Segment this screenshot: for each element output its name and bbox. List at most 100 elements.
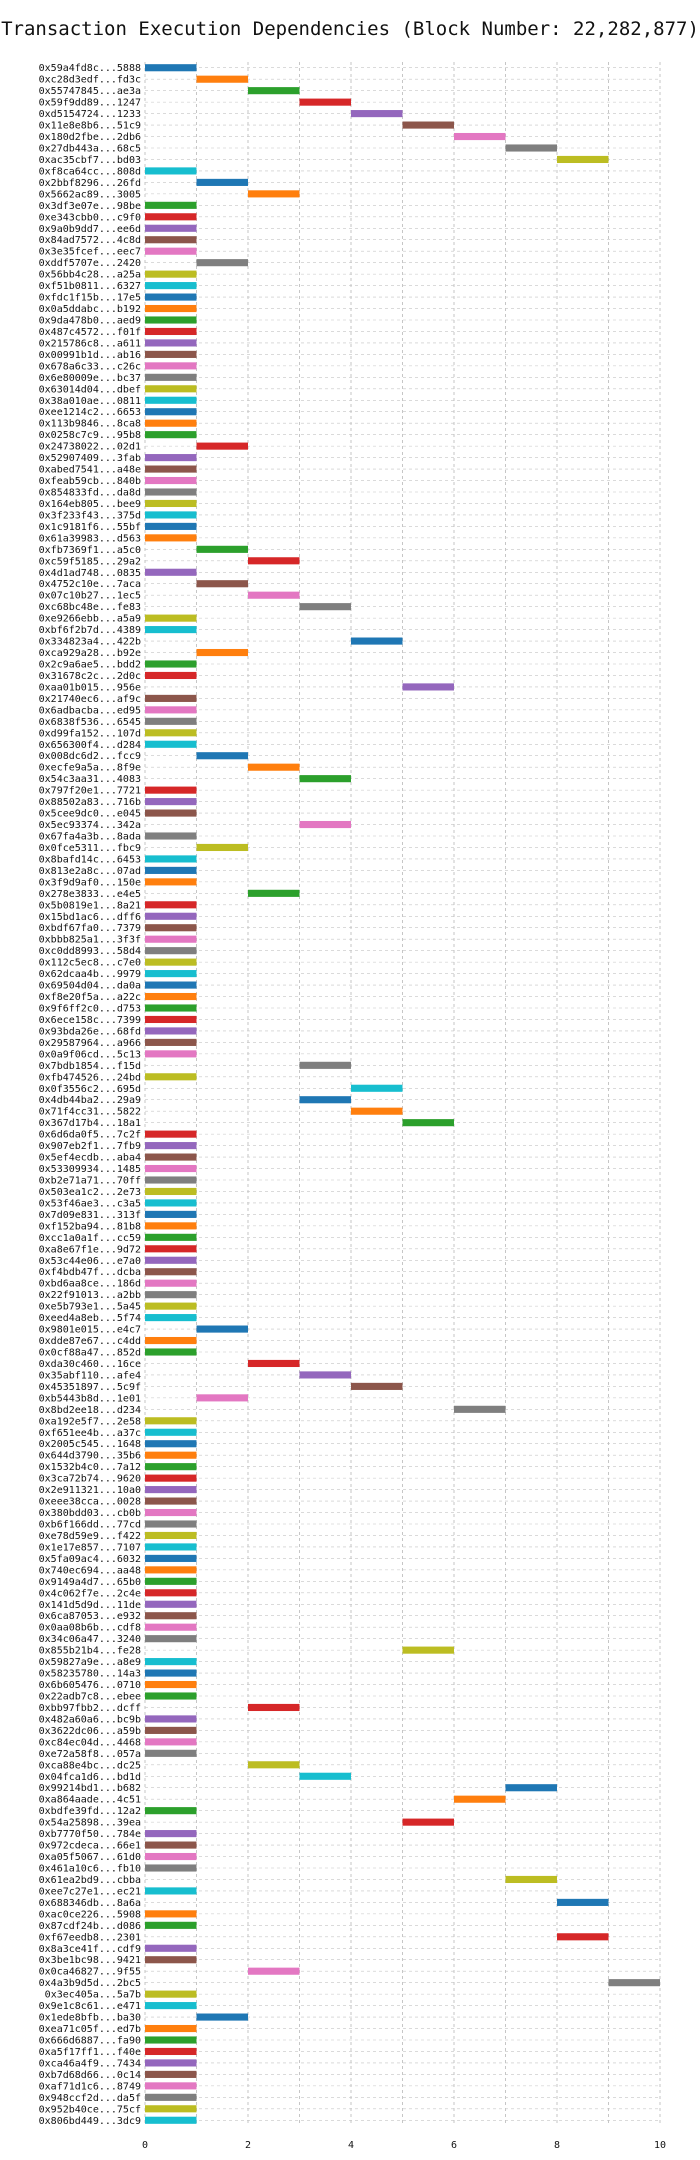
- transaction-bar: [145, 454, 197, 462]
- y-tick-label: 0x54a25898...39ea: [39, 1818, 141, 1829]
- y-tick-label: 0x1c9181f6...55bf: [39, 522, 141, 533]
- y-tick-label: 0x1532b4c0...7a12: [39, 1462, 141, 1473]
- transaction-bar: [145, 694, 197, 702]
- transaction-bar: [196, 545, 248, 553]
- y-tick-label: 0x00991b1d...ab16: [39, 350, 141, 361]
- transaction-bar: [145, 1726, 197, 1734]
- transaction-bar: [145, 2059, 197, 2067]
- y-tick-label: 0x112c5ec8...c7e0: [39, 958, 141, 969]
- y-tick-label: 0x22adb7c8...ebee: [39, 1692, 141, 1703]
- transaction-bar: [145, 2047, 197, 2056]
- transaction-bar: [145, 304, 197, 313]
- y-tick-label: 0x61a39983...d563: [39, 533, 141, 544]
- transaction-bar: [145, 1830, 197, 1838]
- y-tick-label: 0x67fa4a3b...8ada: [39, 832, 141, 843]
- transaction-bar: [145, 1336, 197, 1345]
- transaction-bar: [145, 1142, 197, 1150]
- y-tick-label: 0xc28d3edf...fd3c: [39, 75, 141, 86]
- transaction-bar: [145, 1256, 197, 1264]
- transaction-bar: [145, 1210, 197, 1218]
- y-tick-label: 0x07c10b27...1ec5: [39, 591, 141, 602]
- y-tick-label: 0x88502a83...716b: [39, 797, 141, 808]
- y-tick-label: 0x854833fd...da8d: [39, 488, 141, 499]
- transaction-bar: [145, 1222, 197, 1230]
- transaction-bar: [145, 2024, 197, 2033]
- y-tick-label: 0xea71c05f...ed7b: [39, 2024, 141, 2035]
- transaction-bar: [145, 327, 197, 336]
- transaction-bar: [248, 87, 300, 95]
- y-tick-label: 0x4d1ad748...0835: [39, 568, 141, 579]
- y-tick-label: 0x6838f536...6545: [39, 717, 141, 728]
- y-tick-label: 0x56bb4c28...a25a: [39, 270, 141, 281]
- transaction-bar: [145, 2105, 197, 2113]
- y-tick-label: 0x53c44e06...e7a0: [39, 1256, 141, 1267]
- transaction-bar: [145, 1463, 197, 1471]
- y-tick-label: 0x644d3790...35b6: [39, 1451, 141, 1462]
- transaction-bar: [557, 155, 609, 164]
- transaction-bar: [145, 1807, 197, 1815]
- transaction-bar: [145, 1554, 197, 1562]
- transaction-bar: [145, 717, 197, 725]
- y-tick-label: 0xbd6aa8ce...186d: [39, 1279, 141, 1290]
- y-tick-label: 0x797f20e1...7721: [39, 786, 141, 797]
- transaction-bar: [145, 1508, 197, 1517]
- transaction-bar: [248, 190, 300, 198]
- transaction-bar: [145, 1268, 197, 1276]
- y-tick-label: 0x972cdeca...66e1: [39, 1841, 141, 1852]
- y-tick-label: 0xc84ec04d...4468: [39, 1737, 141, 1748]
- transaction-bar: [145, 1738, 197, 1746]
- transaction-bar: [299, 820, 351, 829]
- y-tick-label: 0xb5443b8d...1e01: [39, 1393, 141, 1404]
- transaction-bar: [196, 1394, 248, 1402]
- transaction-bar: [145, 1027, 197, 1035]
- y-tick-label: 0x71f4cc31...5822: [39, 1107, 141, 1118]
- y-tick-label: 0x806bd449...3dc9: [39, 2116, 141, 2127]
- y-tick-label: 0xb6f166dd...77cd: [39, 1520, 141, 1531]
- transaction-bar: [145, 2093, 197, 2101]
- x-tick-label: 0: [142, 2140, 148, 2151]
- y-tick-label: 0xeee38cca...0028: [39, 1497, 141, 1508]
- y-tick-label: 0x0ca46827...9f55: [39, 1967, 141, 1978]
- y-tick-label: 0x215786c8...a611: [39, 338, 141, 349]
- transaction-bar: [351, 637, 403, 645]
- transaction-bar: [145, 350, 197, 358]
- y-tick-label: 0x6ca87053...e932: [39, 1611, 141, 1622]
- transaction-bar: [145, 1852, 197, 1861]
- transaction-bar: [248, 763, 300, 771]
- transaction-bar: [351, 1382, 403, 1390]
- y-tick-label: 0x6b605476...0710: [39, 1680, 141, 1691]
- transaction-bar: [248, 1761, 300, 1769]
- y-tick-label: 0x503ea1c2...2e73: [39, 1187, 141, 1198]
- transaction-bar: [299, 98, 351, 106]
- transaction-bar: [196, 580, 248, 588]
- y-tick-label: 0x7d09e831...313f: [39, 1210, 141, 1221]
- y-tick-label: 0x38a010ae...0811: [39, 396, 141, 407]
- transaction-bar: [145, 855, 197, 863]
- y-tick-label: 0xbdf67fa0...7379: [39, 923, 141, 934]
- transaction-bar: [145, 1623, 197, 1631]
- transaction-bar: [145, 912, 197, 920]
- y-tick-label: 0xbbb825a1...3f3f: [39, 935, 141, 946]
- y-tick-label: 0x4a3b9d5d...2bc5: [39, 1978, 141, 1989]
- y-tick-label: 0x59f9dd89...1247: [39, 98, 141, 109]
- y-tick-label: 0x8bd2ee18...d234: [39, 1405, 141, 1416]
- transaction-bar: [299, 603, 351, 611]
- y-tick-label: 0x0a9f06cd...5c13: [39, 1049, 141, 1060]
- transaction-bar: [145, 1474, 197, 1482]
- y-tick-label: 0x113b9846...8ca8: [39, 419, 141, 430]
- transaction-bar: [454, 1795, 506, 1803]
- transaction-bar: [145, 1015, 197, 1024]
- y-tick-label: 0x948ccf2d...da5f: [39, 2093, 141, 2104]
- y-tick-label: 0xca46a4f9...7434: [39, 2058, 141, 2069]
- y-tick-label: 0x2c9a6ae5...bdd2: [39, 660, 141, 671]
- transaction-bar: [145, 1841, 197, 1849]
- y-tick-label: 0x59827a9e...a8e9: [39, 1657, 141, 1668]
- transaction-bar: [145, 947, 197, 955]
- transaction-bar: [196, 75, 248, 83]
- y-tick-label: 0x99214bd1...b682: [39, 1783, 141, 1794]
- y-tick-label: 0x5cee9dc0...e045: [39, 809, 141, 820]
- chart-title: Transaction Execution Dependencies (Bloc…: [1, 18, 699, 40]
- transaction-bar: [145, 832, 197, 840]
- y-tick-label: 0x52907409...3fab: [39, 453, 141, 464]
- y-tick-label: 0x855b21b4...fe28: [39, 1646, 141, 1657]
